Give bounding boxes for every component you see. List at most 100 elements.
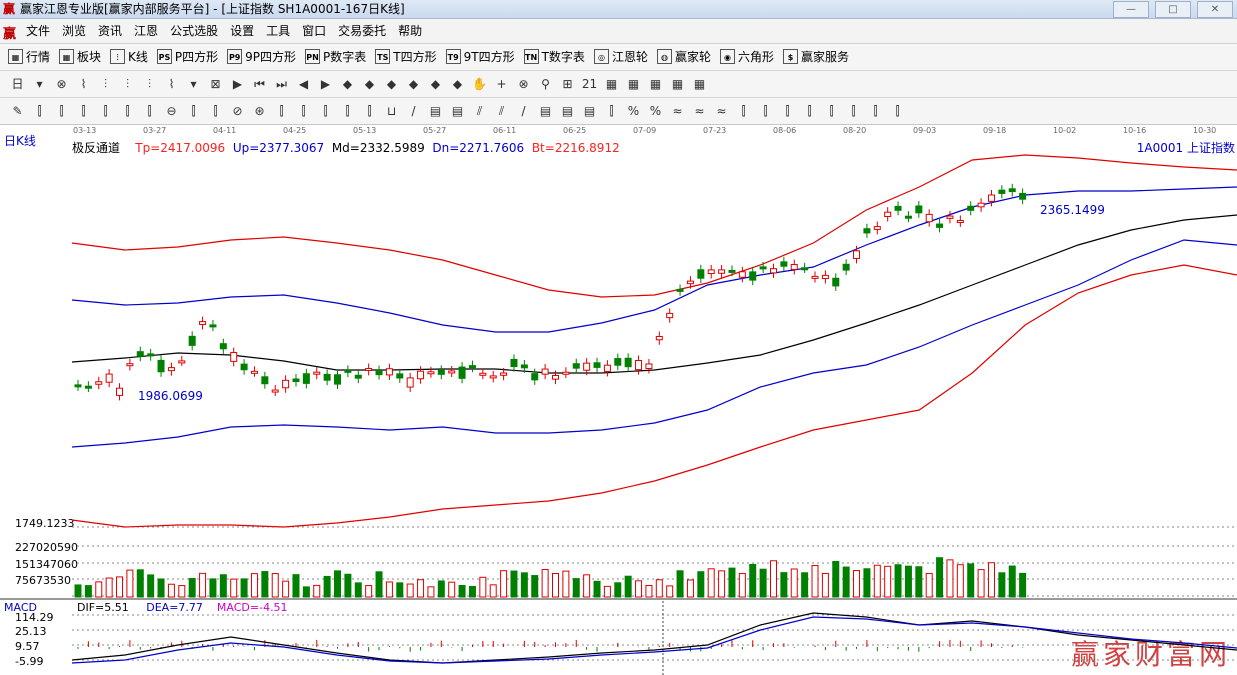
tool-icon[interactable]: ⫿ xyxy=(609,104,614,118)
minimize-button[interactable]: — xyxy=(1113,1,1149,18)
tool-icon[interactable]: ⌇ xyxy=(168,77,175,91)
tool-icon[interactable]: ▦ xyxy=(605,77,618,91)
tool-icon[interactable]: ⫿ xyxy=(125,104,130,118)
tool-icon[interactable]: ⫿ xyxy=(367,104,372,118)
tool-icon[interactable]: ▶ xyxy=(232,77,243,91)
tool-icon[interactable]: ⫿ xyxy=(191,104,196,118)
tool-icon[interactable]: ⫿ xyxy=(829,104,834,118)
tool-icon[interactable]: ✋ xyxy=(472,77,487,91)
tool-icon[interactable]: ✎ xyxy=(12,104,23,118)
tool-icon[interactable]: ⫿ xyxy=(81,104,86,118)
tool-icon[interactable]: ⫽ xyxy=(476,104,483,118)
tool-icon[interactable]: + xyxy=(496,77,507,91)
tool-icon[interactable]: ◆ xyxy=(386,77,397,91)
tool-icon[interactable]: ⫿ xyxy=(851,104,856,118)
tool-icon[interactable]: / xyxy=(411,104,416,118)
toolbar-button[interactable]: ◉ 六角形 xyxy=(719,48,774,65)
tool-icon[interactable]: ⫿ xyxy=(741,104,746,118)
tool-icon[interactable]: ⊔ xyxy=(386,104,397,118)
tool-icon[interactable]: ⊗ xyxy=(518,77,529,91)
tool-icon[interactable]: ⫿ xyxy=(213,104,218,118)
toolbar-button[interactable]: ▦ 板块 xyxy=(59,48,101,65)
tool-icon[interactable]: ⫿ xyxy=(895,104,900,118)
tool-icon[interactable]: ⌇ xyxy=(80,77,87,91)
tool-icon[interactable]: ⊘ xyxy=(232,104,243,118)
tool-icon[interactable]: 21 xyxy=(581,77,598,91)
toolbar-button[interactable]: $ 赢家服务 xyxy=(782,48,849,65)
tool-icon[interactable]: ⫿ xyxy=(301,104,306,118)
maximize-button[interactable]: □ xyxy=(1155,1,1191,18)
tool-icon[interactable]: ▦ xyxy=(693,77,706,91)
menu-item[interactable]: 设置 xyxy=(230,24,255,38)
close-button[interactable]: ✕ xyxy=(1197,1,1233,18)
tool-icon[interactable]: ⫶ xyxy=(125,77,129,91)
toolbar-button[interactable]: PN P数字表 xyxy=(305,48,366,65)
tool-icon[interactable]: ⫿ xyxy=(873,104,878,118)
menu-item[interactable]: 公式选股 xyxy=(170,24,219,38)
tool-icon[interactable]: ▦ xyxy=(649,77,662,91)
tool-icon[interactable]: ⊞ xyxy=(562,77,573,91)
tool-icon[interactable]: ▦ xyxy=(671,77,684,91)
tool-icon[interactable]: ⫶ xyxy=(147,77,151,91)
tool-icon[interactable]: ⫿ xyxy=(279,104,284,118)
tool-icon[interactable]: ⊠ xyxy=(210,77,221,91)
tool-icon[interactable]: ▾ xyxy=(36,77,43,91)
tool-icon[interactable]: ⫿ xyxy=(785,104,790,118)
tool-icon[interactable]: ⫿ xyxy=(807,104,812,118)
kline-chart-area[interactable]: 03-13 03-27 04-11 04-25 05-13 05-27 06-11 06-25… xyxy=(0,125,1237,675)
tool-icon[interactable]: 日 xyxy=(11,77,24,91)
tool-icon[interactable]: ◆ xyxy=(342,77,353,91)
tool-icon[interactable]: % xyxy=(627,104,640,118)
chart-canvas[interactable] xyxy=(0,125,1237,675)
toolbar-button[interactable]: TN T数字表 xyxy=(523,48,585,65)
tool-icon[interactable]: ⏭ xyxy=(276,77,287,91)
tool-icon[interactable]: ◆ xyxy=(408,77,419,91)
tool-icon[interactable]: ⫿ xyxy=(147,104,152,118)
toolbar-button[interactable]: TS T四方形 xyxy=(375,48,437,65)
menu-item[interactable]: 交易委托 xyxy=(338,24,387,38)
tool-icon[interactable]: / xyxy=(521,104,526,118)
menu-item[interactable]: 工具 xyxy=(266,24,291,38)
tool-icon[interactable]: ≈ xyxy=(672,104,683,118)
menu-item[interactable]: 文件 xyxy=(26,24,51,38)
toolbar-button[interactable]: PS P四方形 xyxy=(156,48,218,65)
tool-icon[interactable]: ⊛ xyxy=(254,104,265,118)
toolbar-button[interactable]: T9 9T四方形 xyxy=(445,48,515,65)
tool-icon[interactable]: ⫿ xyxy=(763,104,768,118)
tool-icon[interactable]: ≈ xyxy=(694,104,705,118)
tool-icon[interactable]: ▦ xyxy=(627,77,640,91)
tool-icon[interactable]: ⚲ xyxy=(541,77,550,91)
tool-icon[interactable]: ▤ xyxy=(451,104,464,118)
tool-icon[interactable]: ⫿ xyxy=(59,104,64,118)
tool-icon[interactable]: ⊗ xyxy=(56,77,67,91)
tool-icon[interactable]: ▤ xyxy=(583,104,596,118)
tool-icon[interactable]: ▾ xyxy=(190,77,197,91)
tool-icon[interactable]: ▶ xyxy=(320,77,331,91)
tool-icon[interactable]: ◀ xyxy=(298,77,309,91)
menu-item[interactable]: 浏览 xyxy=(62,24,87,38)
tool-icon[interactable]: ⫿ xyxy=(345,104,350,118)
tool-icon[interactable]: ⊖ xyxy=(166,104,177,118)
tool-icon[interactable]: ◆ xyxy=(452,77,463,91)
tool-icon[interactable]: % xyxy=(649,104,662,118)
tool-icon[interactable]: ▤ xyxy=(539,104,552,118)
tool-icon[interactable]: ▤ xyxy=(561,104,574,118)
toolbar-button[interactable]: ◎ 江恩轮 xyxy=(593,48,648,65)
tool-icon[interactable]: ⫿ xyxy=(103,104,108,118)
tool-icon[interactable]: ◆ xyxy=(364,77,375,91)
menu-item[interactable]: 帮助 xyxy=(398,24,423,38)
tool-icon[interactable]: ◆ xyxy=(430,77,441,91)
toolbar-button[interactable]: ◍ 赢家轮 xyxy=(656,48,711,65)
tool-icon[interactable]: ⫿ xyxy=(323,104,328,118)
toolbar-button[interactable]: P9 9P四方形 xyxy=(227,48,296,65)
menu-item[interactable]: 窗口 xyxy=(302,24,327,38)
menu-item[interactable]: 资讯 xyxy=(98,24,123,38)
toolbar-button[interactable]: ⫶ K线 xyxy=(110,48,148,65)
tool-icon[interactable]: ⫶ xyxy=(103,77,107,91)
tool-icon[interactable]: ⏮ xyxy=(254,77,265,91)
tool-icon[interactable]: ⫿ xyxy=(37,104,42,118)
tool-icon[interactable]: ⫽ xyxy=(498,104,505,118)
tool-icon[interactable]: ▤ xyxy=(429,104,442,118)
toolbar-button[interactable]: ▦ 行情 xyxy=(8,48,50,65)
tool-icon[interactable]: ≈ xyxy=(716,104,727,118)
